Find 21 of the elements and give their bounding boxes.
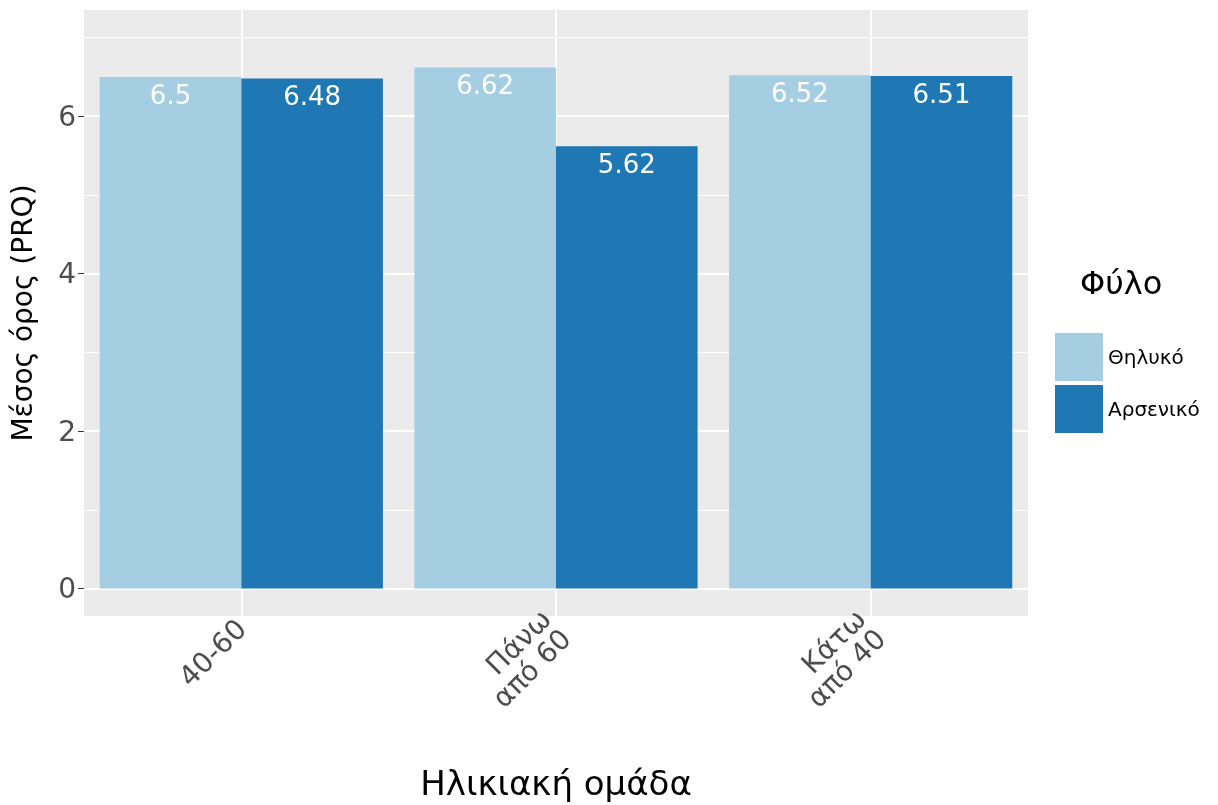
legend-title: Φύλο xyxy=(1080,264,1163,302)
data-label: 5.62 xyxy=(597,149,656,180)
data-label: 6.48 xyxy=(283,81,342,112)
y-tick-label: 6 xyxy=(58,99,76,133)
data-label: 6.62 xyxy=(456,70,515,101)
y-tick-label: 0 xyxy=(58,571,76,605)
legend-label: Θηλυκό xyxy=(1108,345,1184,369)
y-tick-label: 4 xyxy=(58,257,76,291)
bar xyxy=(241,78,383,589)
data-label: 6.52 xyxy=(770,78,829,109)
legend-label: Αρσενικό xyxy=(1108,397,1200,421)
bar xyxy=(729,75,871,589)
data-label: 6.5 xyxy=(149,79,192,110)
data-label: 6.51 xyxy=(912,79,971,110)
x-axis-title: Ηλικιακή ομάδα xyxy=(420,763,692,803)
bar xyxy=(414,67,556,589)
y-axis-title: Μέσος όρος (PRQ) xyxy=(5,184,39,442)
bar xyxy=(99,76,242,589)
bar xyxy=(870,76,1013,589)
bar xyxy=(556,146,698,589)
y-tick-label: 2 xyxy=(58,414,76,448)
